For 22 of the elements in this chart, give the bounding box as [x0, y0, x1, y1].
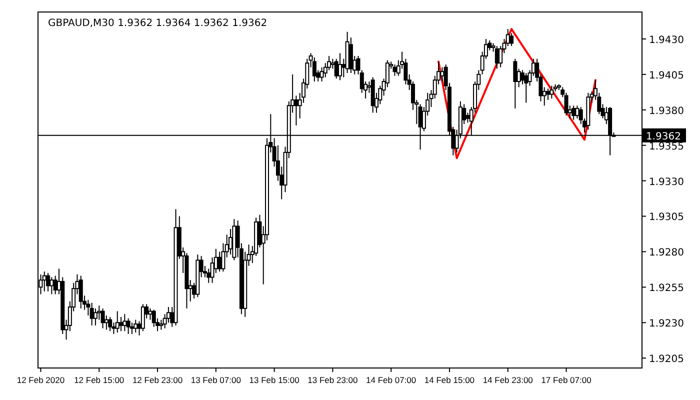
- y-tick-label: 1.9255: [649, 283, 684, 294]
- y-tick-label: 1.9280: [649, 248, 684, 259]
- y-tick-label: 1.9430: [649, 34, 684, 46]
- text: GBPAUD,M30 1.9362 1.9364 1.9362 1.9362: [48, 18, 268, 29]
- y-tick-label: 1.9305: [649, 212, 684, 224]
- x-tick-label: 13 Feb 15:00: [249, 375, 300, 385]
- x-tick-label: 17 Feb 07:00: [541, 375, 592, 385]
- x-tick-label: 14 Feb 23:00: [482, 375, 534, 385]
- y-tick-label: 1.9205: [649, 354, 684, 366]
- y-tick-label: 1.9330: [649, 176, 684, 188]
- y-tick-label: 1.9380: [649, 106, 684, 117]
- x-tick-label: 12 Feb 2020: [16, 375, 65, 385]
- x-tick-label: 12 Feb 15:00: [74, 375, 124, 385]
- x-tick-label: 14 Feb 15:00: [424, 375, 475, 385]
- x-tick-label: 12 Feb 23:00: [132, 375, 183, 385]
- y-tick-label: 1.9405: [649, 70, 684, 82]
- x-tick-label: 13 Feb 23:00: [308, 375, 358, 385]
- y-tick-label: 1.9355: [649, 141, 684, 152]
- ref-line-label: 1.9362: [646, 131, 681, 142]
- x-tick-label: 14 Feb 07:00: [366, 375, 416, 385]
- y-tick-label: 1.9230: [649, 318, 684, 330]
- x-tick-label: 13 Feb 07:00: [190, 375, 242, 385]
